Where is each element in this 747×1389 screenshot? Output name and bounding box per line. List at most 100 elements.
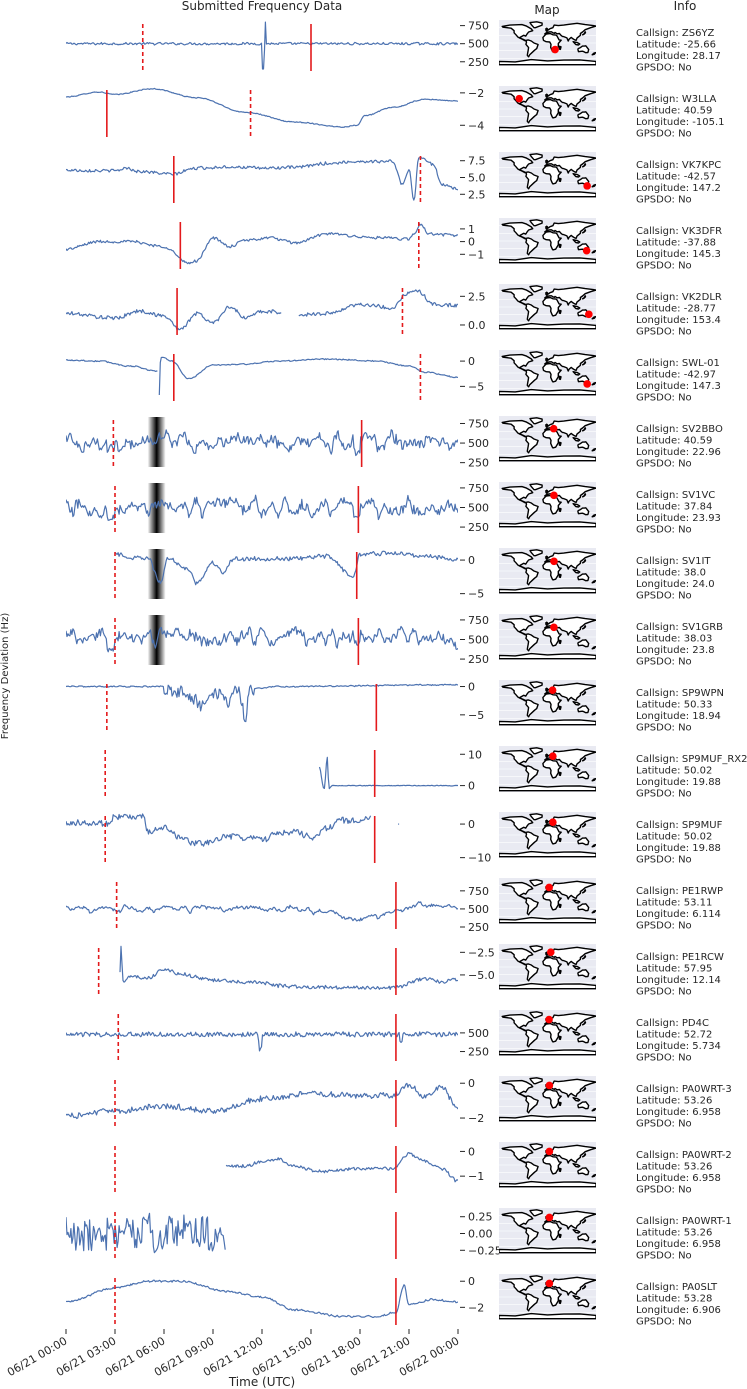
info-callsign: Callsign: VK7KPC: [636, 160, 721, 171]
world-map: [499, 218, 596, 264]
info-latitude: Latitude: 53.11: [636, 898, 712, 909]
station-location-dot: [545, 1213, 554, 1222]
world-map: [499, 680, 596, 726]
continent: [545, 489, 549, 493]
info-gpsdo: GPSDO: No: [636, 789, 692, 800]
continent: [529, 879, 543, 887]
info-latitude: Latitude: 38.0: [636, 568, 706, 579]
y-axis-label: Frequency Deviation (Hz): [0, 613, 11, 740]
y-tick-label: −5: [468, 588, 484, 601]
y-tick-label: 0: [468, 355, 475, 368]
y-tick-label: 5.0: [468, 172, 486, 185]
continent: [581, 559, 587, 564]
continent: [542, 1220, 562, 1241]
y-tick-label: 1: [468, 223, 475, 236]
continent: [501, 881, 534, 900]
continent: [558, 1101, 562, 1107]
y-tick-label: 250: [468, 56, 489, 69]
info-gpsdo: GPSDO: No: [636, 657, 692, 668]
frequency-line: [66, 223, 458, 265]
info-longitude: Longitude: 23.8: [636, 645, 715, 656]
continent: [499, 982, 596, 990]
continent: [577, 969, 590, 978]
continent: [591, 976, 596, 980]
continent: [572, 635, 581, 640]
continent: [591, 316, 596, 320]
y-tick-label: 0.25: [468, 1211, 493, 1224]
continent: [572, 1097, 581, 1102]
continent: [499, 718, 596, 726]
y-tick-label: 2.5: [468, 188, 486, 201]
continent: [529, 285, 543, 293]
continent: [577, 705, 590, 714]
continent: [572, 701, 581, 706]
station-location-dot: [551, 45, 559, 54]
continent: [529, 681, 543, 689]
info-gpsdo: GPSDO: No: [636, 195, 692, 206]
continent: [558, 507, 562, 513]
continent: [581, 427, 587, 432]
continent: [581, 1285, 587, 1290]
info-callsign: Callsign: PA0SLT: [636, 1282, 718, 1293]
continent: [499, 520, 596, 528]
frequency-line: [114, 550, 458, 586]
continent: [591, 844, 596, 848]
continent: [591, 1108, 596, 1112]
continent: [525, 1095, 539, 1114]
info-callsign: Callsign: SV1IT: [636, 556, 711, 567]
continent: [525, 39, 539, 58]
continent: [558, 441, 562, 447]
y-tick-label: −2: [468, 87, 484, 100]
info-longitude: Longitude: 153.4: [636, 315, 721, 326]
station-location-dot: [548, 686, 557, 694]
continent: [501, 353, 534, 372]
continent: [577, 1299, 590, 1308]
info-longitude: Longitude: 6.958: [636, 1173, 721, 1184]
continent: [581, 493, 587, 498]
continent: [529, 813, 543, 821]
continent: [525, 1029, 539, 1048]
y-tick-label: −2: [468, 1112, 484, 1125]
y-tick-label: 0.00: [468, 1228, 493, 1241]
station-location-dot: [583, 380, 591, 388]
y-tick-label: 750: [468, 614, 489, 627]
continent: [581, 295, 587, 300]
continent: [558, 309, 562, 315]
station-row-pa0wrt-1: 0.25 0.00 −0.25 Callsign: PA0WRT-1Latitude:…: [66, 1208, 732, 1262]
world-map: [499, 1076, 596, 1122]
continent: [501, 1277, 534, 1296]
continent: [545, 555, 549, 559]
continent: [577, 837, 590, 846]
station-location-dot: [515, 94, 523, 103]
continent: [558, 837, 562, 843]
continent: [501, 419, 534, 438]
continent: [525, 633, 539, 652]
continent: [499, 1246, 596, 1254]
continent: [499, 784, 596, 792]
frequency-line: [66, 156, 458, 201]
y-tick-label: 0: [468, 780, 475, 793]
continent: [545, 93, 549, 97]
info-longitude: Longitude: -105.1: [636, 117, 725, 128]
world-map: [499, 152, 596, 198]
continent: [572, 965, 581, 970]
station-location-dot: [550, 491, 558, 500]
continent: [542, 98, 562, 119]
continent: [525, 963, 539, 982]
continent: [501, 155, 534, 174]
continent: [591, 514, 596, 518]
continent: [529, 1275, 543, 1283]
continent: [542, 692, 562, 713]
continent: [525, 1227, 539, 1246]
continent: [581, 1087, 587, 1092]
info-longitude: Longitude: 6.958: [636, 1107, 721, 1118]
info-longitude: Longitude: 6.114: [636, 909, 721, 920]
continent: [572, 107, 581, 112]
continent: [529, 21, 543, 29]
info-callsign: Callsign: W3LLA: [636, 94, 717, 105]
continent: [545, 819, 549, 823]
y-tick-label: 0: [468, 1077, 475, 1090]
